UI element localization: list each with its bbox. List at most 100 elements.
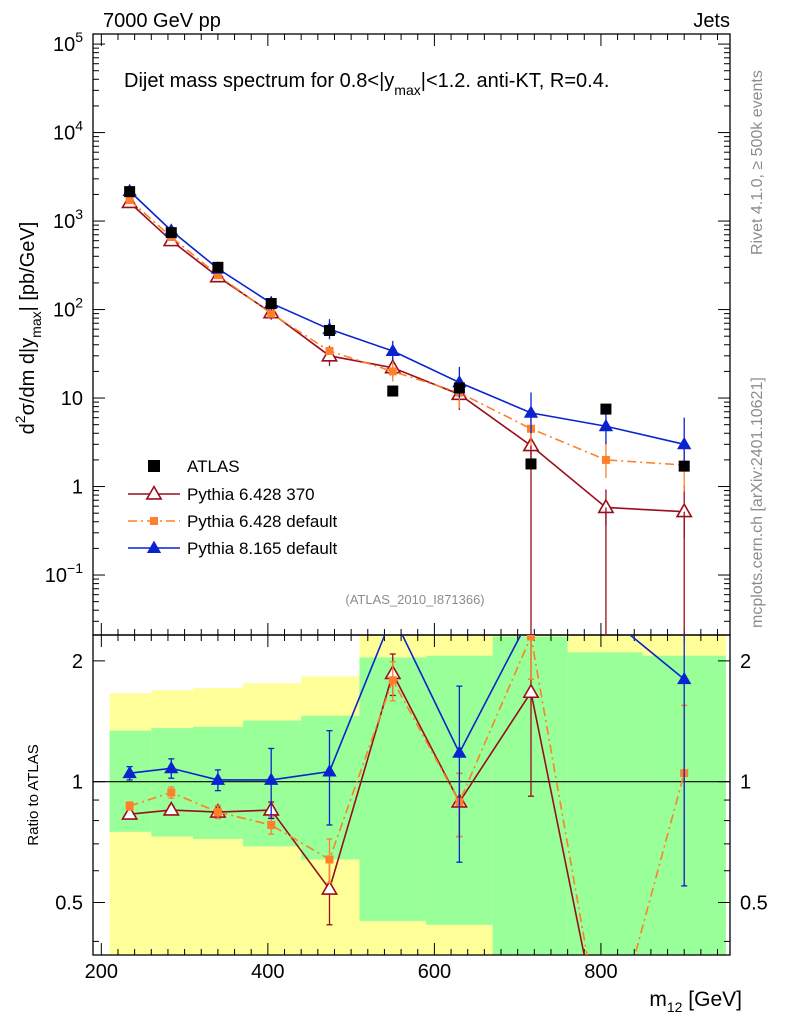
y-axis-label-sub: max bbox=[28, 311, 44, 337]
ratio-point-0 bbox=[320, 880, 339, 895]
series-point-2 bbox=[677, 436, 692, 450]
y-tick-label-base: 10 bbox=[45, 565, 67, 587]
legend-marker-1 bbox=[150, 517, 158, 525]
header-left-label: 7000 GeV pp bbox=[103, 10, 221, 32]
chart-title-subscript: max bbox=[394, 82, 420, 98]
y-tick-label: 1 bbox=[72, 477, 83, 499]
ratio-point-1 bbox=[213, 808, 222, 817]
x-axis-label-main: m bbox=[649, 988, 667, 1011]
chart-title-part-b: |<1.2. anti-KT, R=0.4. bbox=[421, 70, 610, 92]
ratio-plot-series bbox=[121, 635, 692, 955]
ratio-point-1 bbox=[388, 676, 397, 685]
data-point bbox=[265, 298, 277, 310]
series-point-1 bbox=[388, 367, 397, 376]
data-point bbox=[124, 186, 136, 198]
axis-ticks bbox=[93, 34, 730, 955]
x-tick-label: 800 bbox=[584, 961, 617, 983]
y-tick-label-base: 10 bbox=[53, 300, 75, 322]
ratio-point-2 bbox=[264, 772, 279, 785]
y-axis-label-p2: σ/dm d|y bbox=[17, 338, 39, 416]
series-point-1 bbox=[325, 347, 334, 356]
data-point bbox=[453, 382, 465, 394]
ratio-point-2 bbox=[452, 745, 467, 758]
ratio-point-2 bbox=[164, 760, 179, 774]
y-tick-label-exponent: 3 bbox=[75, 206, 83, 222]
y-axis-label: d2σ/dm d|ymax| [pb/GeV] bbox=[12, 222, 44, 435]
y-tick-label-base: 10 bbox=[53, 211, 75, 233]
analysis-id-label: (ATLAS_2010_I871366) bbox=[345, 592, 484, 607]
ratio-point-1 bbox=[267, 821, 276, 830]
ratio-point-0 bbox=[522, 683, 540, 699]
mcplots-label: mcplots.cern.ch [arXiv:2401.10621] bbox=[749, 377, 766, 628]
y-tick-label: 103 bbox=[53, 206, 83, 233]
stat-band-bin bbox=[151, 728, 193, 837]
data-point bbox=[165, 227, 177, 239]
series-point-1 bbox=[601, 455, 610, 464]
series-line-0 bbox=[129, 201, 685, 513]
ratio-tick-label-right: 1 bbox=[740, 772, 751, 794]
x-axis-label-unit: [GeV] bbox=[682, 988, 742, 1011]
y-tick-label: 10−1 bbox=[45, 560, 83, 587]
y-tick-label-exponent: 2 bbox=[75, 295, 83, 311]
x-tick-label: 400 bbox=[251, 961, 284, 983]
ratio-tick-label-left: 2 bbox=[72, 651, 83, 673]
series-point-2 bbox=[523, 405, 539, 418]
y-tick-label-base: 10 bbox=[61, 388, 83, 410]
data-point bbox=[212, 261, 224, 273]
y-tick-label: 104 bbox=[53, 118, 83, 145]
legend-marker-2 bbox=[146, 540, 162, 553]
x-tick-label: 200 bbox=[85, 961, 118, 983]
y-tick-label-exponent: −1 bbox=[67, 560, 83, 576]
ratio-tick-label-left: 0.5 bbox=[55, 893, 83, 915]
ratio-line-1 bbox=[129, 635, 685, 955]
ratio-line-2 bbox=[129, 635, 685, 781]
data-point bbox=[323, 324, 335, 336]
x-axis-label-sub: 12 bbox=[667, 999, 683, 1015]
data-point bbox=[600, 403, 612, 415]
ratio-point-1 bbox=[125, 801, 134, 810]
ratio-plot-frame bbox=[92, 634, 731, 956]
legend: ATLAS Pythia 6.428 370 Pythia 6.428 defaul… bbox=[128, 457, 338, 558]
ratio-point-0 bbox=[162, 801, 180, 816]
stat-band-bin bbox=[567, 652, 643, 955]
ratio-axis-label: Ratio to ATLAS bbox=[25, 744, 42, 845]
ratio-point-2 bbox=[210, 772, 226, 785]
y-tick-label-base: 1 bbox=[72, 477, 83, 499]
ratio-point-0 bbox=[121, 805, 139, 820]
legend-label-2: Pythia 8.165 default bbox=[187, 539, 338, 558]
data-point bbox=[387, 385, 399, 397]
legend-marker-atlas bbox=[148, 460, 160, 472]
ratio-tick-label-right: 2 bbox=[740, 651, 751, 673]
y-tick-label-exponent: 5 bbox=[75, 29, 83, 45]
legend-label-0: Pythia 6.428 370 bbox=[187, 485, 315, 504]
chart-title: Dijet mass spectrum for 0.8<|ymax|<1.2. … bbox=[124, 70, 609, 98]
ratio-point-1 bbox=[526, 635, 535, 641]
y-tick-label-base: 10 bbox=[53, 34, 75, 56]
x-axis-label: m12 [GeV] bbox=[649, 988, 742, 1015]
series-point-1 bbox=[125, 195, 134, 204]
series-point-2 bbox=[598, 418, 614, 432]
ratio-point-1 bbox=[167, 788, 176, 797]
y-tick-label: 102 bbox=[53, 295, 83, 322]
series-line-2 bbox=[129, 190, 685, 446]
chart-title-part-a: Dijet mass spectrum for 0.8<|y bbox=[124, 70, 394, 92]
ratio-point-1 bbox=[325, 855, 334, 864]
ratio-axis-tick-labels: 0.5 0.5 1 1 2 2 bbox=[55, 651, 768, 915]
series-line-1 bbox=[129, 199, 685, 466]
rivet-version-label: Rivet 4.1.0, ≥ 500k events bbox=[749, 70, 766, 255]
x-axis-tick-labels: 200 400 600 800 bbox=[85, 961, 618, 983]
series-point-1 bbox=[213, 271, 222, 280]
legend-label-atlas: ATLAS bbox=[187, 457, 240, 476]
y-tick-label: 10 bbox=[61, 388, 83, 410]
ratio-point-2 bbox=[122, 765, 137, 779]
x-tick-label: 600 bbox=[418, 961, 451, 983]
y-tick-label-base: 10 bbox=[53, 123, 75, 145]
header-right-label: Jets bbox=[693, 10, 730, 32]
y-tick-label-exponent: 4 bbox=[75, 118, 83, 134]
y-axis-label-p1: d bbox=[17, 423, 39, 434]
main-plot-series bbox=[121, 183, 693, 635]
y-tick-label: 105 bbox=[53, 29, 83, 56]
data-point bbox=[678, 460, 690, 472]
